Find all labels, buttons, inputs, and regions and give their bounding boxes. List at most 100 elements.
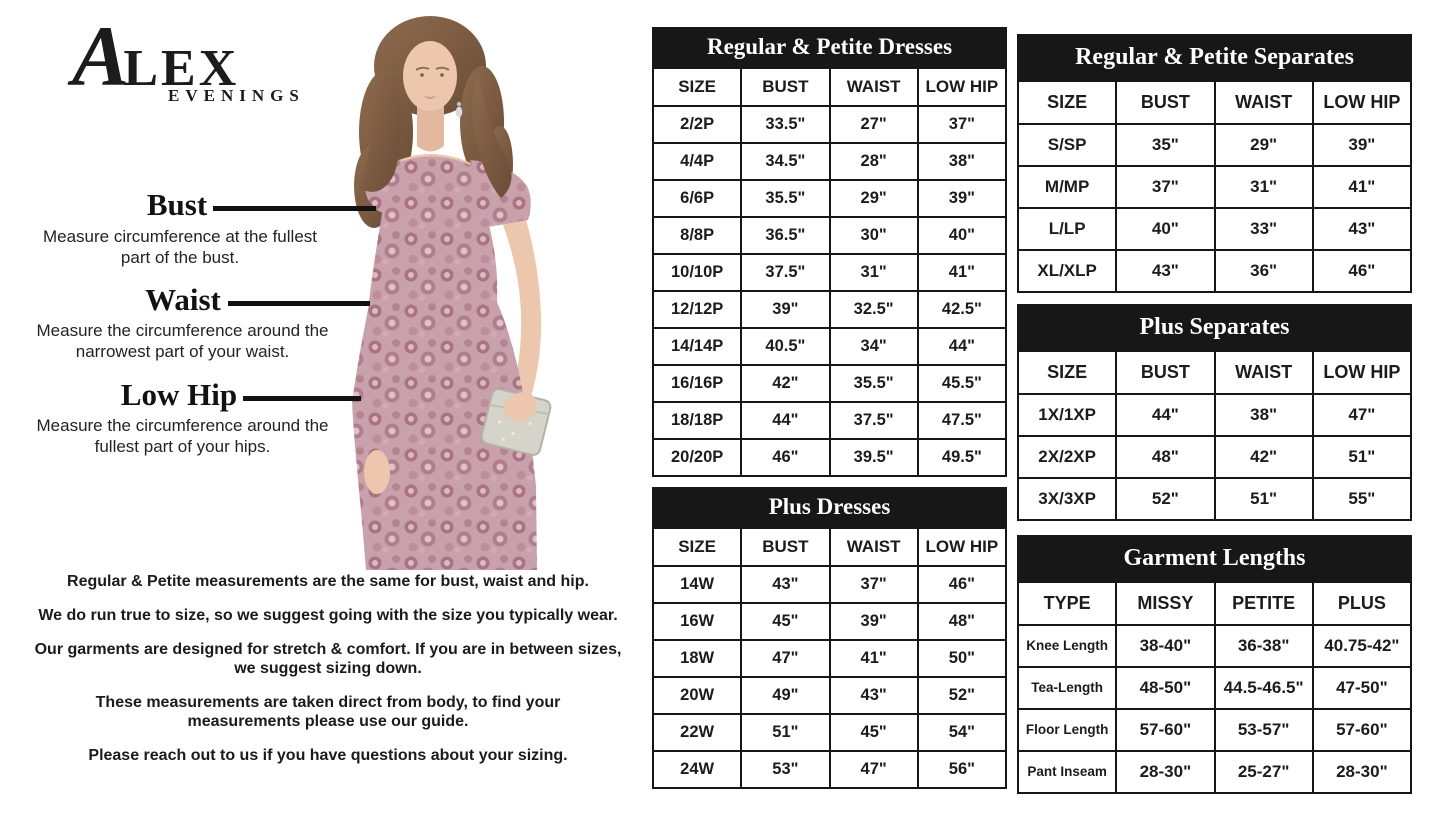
size-cell: Pant Inseam: [1016, 750, 1118, 794]
measurement-cell: 30": [828, 216, 919, 255]
plus-dresses-grid: SIZE BUST WAIST LOW HIP 14W 43" 37" 46" 16W 45" 39…: [651, 527, 1008, 789]
measurement-cell: 43": [828, 676, 919, 715]
measurement-cell: 44": [740, 401, 831, 440]
column-header: LOW HIP: [1311, 350, 1413, 395]
size-cell: 1X/1XP: [1016, 393, 1118, 437]
low-hip-label: Low Hip: [120, 377, 238, 412]
measurement-cell: 57-60": [1115, 708, 1216, 752]
size-cell: 18/18P: [651, 401, 743, 440]
measurement-cell: 42": [1213, 435, 1314, 479]
measurement-cell: 39": [828, 602, 919, 641]
size-cell: 8/8P: [651, 216, 743, 255]
column-header: WAIST: [828, 67, 919, 107]
table-row: 2/2P 33.5" 27" 37": [651, 105, 1008, 144]
measurement-cell: 37": [1115, 165, 1216, 209]
measurement-cell: 35.5": [740, 179, 831, 218]
measurement-cell: 36-38": [1213, 624, 1314, 668]
measurement-cell: 32.5": [828, 290, 919, 329]
note-stretch-comfort: Our garments are designed for stretch & …: [34, 641, 622, 677]
column-header: SIZE: [1016, 350, 1118, 395]
size-chart-grid: TYPE MISSY PETITE PLUS Knee Length 38-40" 36-3…: [1016, 581, 1413, 794]
note-reach-out: Please reach out to us if you have quest…: [88, 747, 568, 764]
waist-pointer-line: [228, 301, 370, 306]
model-hands: [364, 392, 537, 494]
bust-description: Measure circumference at the fullest par…: [42, 227, 317, 267]
column-header: TYPE: [1016, 581, 1118, 626]
measurement-cell: 49.5": [916, 438, 1008, 477]
column-header: BUST: [740, 527, 831, 567]
table-row: Tea-Length 48-50" 44.5-46.5" 47-50": [1016, 666, 1413, 710]
measurement-cell: 51": [1311, 435, 1413, 479]
table-row: 16W 45" 39" 48": [651, 602, 1008, 641]
size-chart-grid: SIZE BUST WAIST LOW HIP 2/2P 33.5" 27" 37" 4/4P 3…: [651, 67, 1008, 477]
regular-petite-dresses-grid: SIZE BUST WAIST LOW HIP 2/2P 33.5" 27" 37" 4/4P 3…: [651, 67, 1008, 477]
plus-dresses-table: Plus Dresses SIZE BUST WAIST LOW HIP 14W 43" 3…: [651, 487, 1008, 789]
size-cell: L/LP: [1016, 207, 1118, 251]
measurement-cell: 33": [1213, 207, 1314, 251]
sizing-notes: Regular & Petite measurements are the sa…: [8, 572, 648, 780]
size-cell: 20W: [651, 676, 743, 715]
measurement-cell: 40": [916, 216, 1008, 255]
size-cell: 2X/2XP: [1016, 435, 1118, 479]
table-row: 18W 47" 41" 50": [651, 639, 1008, 678]
measurement-cell: 47": [1311, 393, 1413, 437]
measurement-cell: 42.5": [916, 290, 1008, 329]
size-cell: Tea-Length: [1016, 666, 1118, 710]
size-chart-grid: SIZE BUST WAIST LOW HIP 1X/1XP 44" 38" 47" 2X/2X…: [1016, 350, 1413, 521]
measurement-cell: 51": [1213, 477, 1314, 521]
header-row: SIZE BUST WAIST LOW HIP: [651, 527, 1008, 567]
measurement-cell: 49": [740, 676, 831, 715]
measurement-cell: 43": [740, 565, 831, 604]
measurement-cell: 47": [740, 639, 831, 678]
logo-evenings-text: EVENINGS: [168, 86, 305, 105]
measurement-cell: 43": [1115, 249, 1216, 293]
measurement-cell: 37": [916, 105, 1008, 144]
measurement-cell: 57-60": [1311, 708, 1413, 752]
measurement-cell: 28": [828, 142, 919, 181]
table-row: 24W 53" 47" 56": [651, 750, 1008, 789]
table-row: 6/6P 35.5" 29" 39": [651, 179, 1008, 218]
measurement-cell: 48": [1115, 435, 1216, 479]
measurement-cell: 41": [828, 639, 919, 678]
size-cell: 10/10P: [651, 253, 743, 292]
measurement-cell: 45": [828, 713, 919, 752]
measurement-cell: 39": [1311, 123, 1413, 167]
table-row: XL/XLP 43" 36" 46": [1016, 249, 1413, 293]
column-header: BUST: [1115, 80, 1216, 125]
column-header: WAIST: [1213, 350, 1314, 395]
measurement-cell: 37": [828, 565, 919, 604]
size-chart-grid: SIZE BUST WAIST LOW HIP S/SP 35" 29" 39" M/MP 37"…: [1016, 80, 1413, 293]
measurement-cell: 51": [740, 713, 831, 752]
note-regular-petite: Regular & Petite measurements are the sa…: [67, 573, 589, 590]
garment-lengths-grid: TYPE MISSY PETITE PLUS Knee Length 38-40" 36-3…: [1016, 581, 1413, 794]
low-hip-pointer-line: [243, 396, 361, 401]
column-header: MISSY: [1115, 581, 1216, 626]
model-face: [415, 66, 450, 99]
waist-description: Measure the circumference around the nar…: [36, 321, 329, 361]
plus-separates-grid: SIZE BUST WAIST LOW HIP 1X/1XP 44" 38" 47" 2X/2X…: [1016, 350, 1413, 521]
measurement-cell: 39": [916, 179, 1008, 218]
size-cell: 3X/3XP: [1016, 477, 1118, 521]
measurement-cell: 38": [916, 142, 1008, 181]
size-chart-grid: SIZE BUST WAIST LOW HIP 14W 43" 37" 46" 16W 45" 39…: [651, 527, 1008, 789]
column-header: SIZE: [651, 527, 743, 567]
size-cell: 12/12P: [651, 290, 743, 329]
table-row: 2X/2XP 48" 42" 51": [1016, 435, 1413, 479]
model-dress: [352, 156, 537, 570]
size-cell: 16/16P: [651, 364, 743, 403]
measurement-cell: 54": [916, 713, 1008, 752]
size-cell: 18W: [651, 639, 743, 678]
measurement-cell: 46": [740, 438, 831, 477]
measurement-cell: 41": [916, 253, 1008, 292]
table-row: Pant Inseam 28-30" 25-27" 28-30": [1016, 750, 1413, 794]
table-row: 14/14P 40.5" 34" 44": [651, 327, 1008, 366]
size-cell: 22W: [651, 713, 743, 752]
regular-petite-dresses-table: Regular & Petite Dresses SIZE BUST WAIST LO…: [651, 27, 1008, 477]
regular-petite-separates-grid: SIZE BUST WAIST LOW HIP S/SP 35" 29" 39" M/MP 37"…: [1016, 80, 1413, 293]
earring-icon: [455, 101, 463, 118]
measurement-cell: 35": [1115, 123, 1216, 167]
measurement-cell: 47": [828, 750, 919, 789]
measurement-cell: 38-40": [1115, 624, 1216, 668]
header-row: SIZE BUST WAIST LOW HIP: [1016, 350, 1413, 395]
